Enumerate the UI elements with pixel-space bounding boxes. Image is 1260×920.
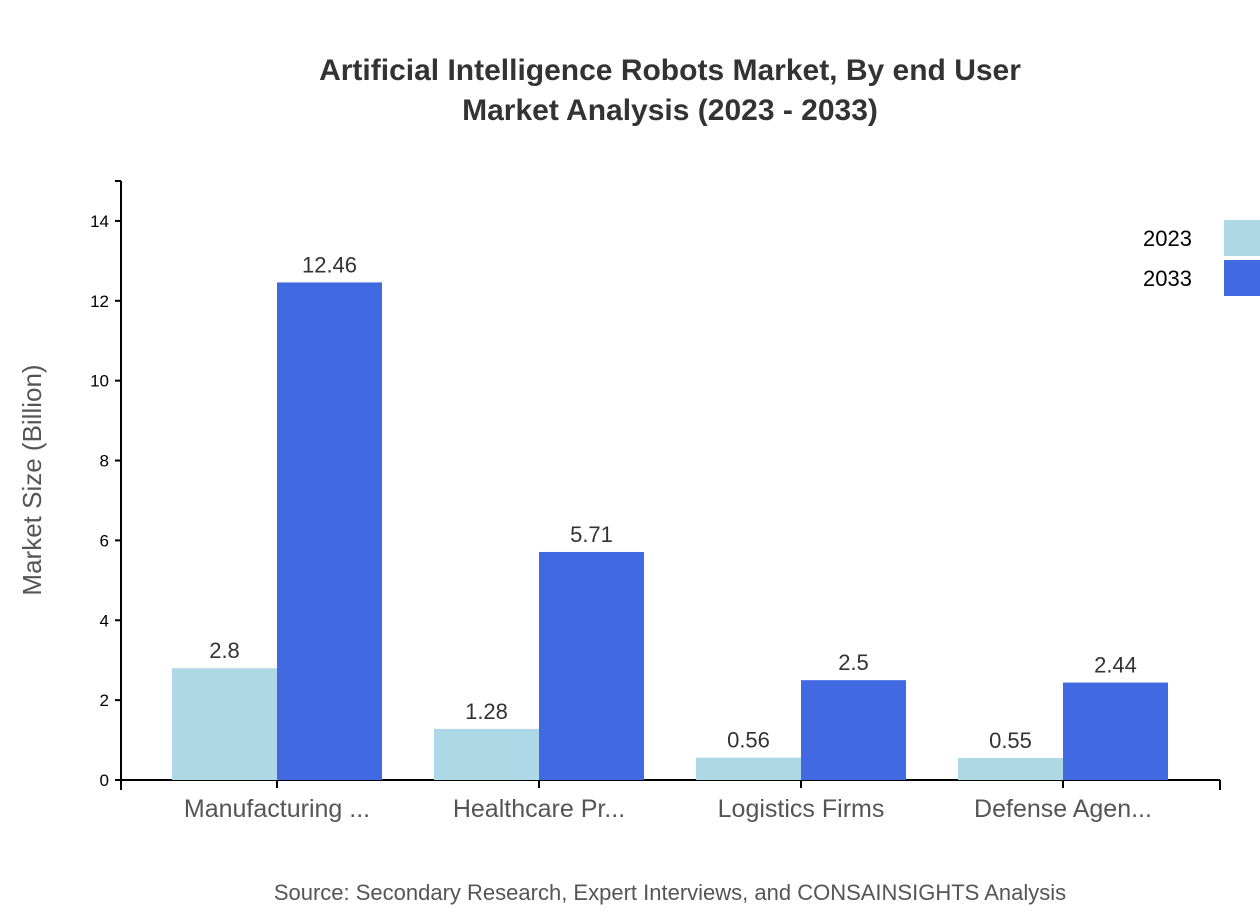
data-label: 5.71: [570, 522, 613, 547]
bar-2023: [434, 728, 539, 780]
y-tick-label: 2: [100, 691, 109, 710]
source-note: Source: Secondary Research, Expert Inter…: [274, 880, 1066, 905]
y-tick-label: 8: [100, 452, 109, 471]
bar-2023: [958, 758, 1063, 780]
bar-2033: [801, 680, 906, 780]
data-label: 2.5: [838, 650, 869, 675]
y-axis-label: Market Size (Billion): [17, 364, 47, 595]
legend-swatch-2033: [1224, 260, 1260, 296]
y-tick-label: 14: [90, 212, 109, 231]
bar-2023: [696, 757, 801, 780]
data-label: 0.55: [989, 728, 1032, 753]
x-tick-label: Logistics Firms: [718, 795, 885, 823]
y-tick-label: 10: [90, 372, 109, 391]
bar-2033: [539, 551, 644, 780]
legend-swatch-2023: [1224, 220, 1260, 256]
y-tick-label: 4: [100, 611, 109, 630]
legend-label: 2023: [1143, 226, 1192, 251]
y-tick-label: 12: [90, 292, 109, 311]
x-tick-label: Defense Agen...: [974, 795, 1152, 823]
chart-title-line1: Artificial Intelligence Robots Market, B…: [319, 54, 1021, 87]
data-label: 1.28: [465, 699, 508, 724]
data-label: 2.8: [209, 638, 240, 663]
bar-2033: [277, 282, 382, 780]
data-label: 12.46: [302, 252, 357, 277]
chart-title-line2: Market Analysis (2023 - 2033): [462, 94, 878, 127]
y-tick-label: 0: [100, 771, 109, 790]
legend-label: 2033: [1143, 266, 1192, 291]
bar-2033: [1063, 682, 1168, 780]
data-label: 0.56: [727, 728, 770, 753]
x-tick-label: Manufacturing ...: [184, 795, 370, 823]
bar-2023: [172, 668, 277, 780]
data-label: 2.44: [1094, 653, 1137, 678]
x-tick-label: Healthcare Pr...: [453, 795, 625, 823]
y-tick-label: 6: [100, 531, 109, 550]
